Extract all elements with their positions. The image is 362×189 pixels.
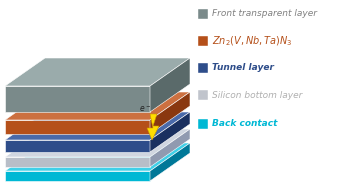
Polygon shape	[150, 92, 190, 134]
Polygon shape	[5, 171, 150, 181]
Polygon shape	[150, 143, 190, 181]
Polygon shape	[5, 129, 190, 157]
Polygon shape	[5, 140, 150, 152]
Text: $\mathit{Zn_2(V,Nb,Ta)N_3}$: $\mathit{Zn_2(V,Nb,Ta)N_3}$	[212, 34, 292, 48]
Polygon shape	[5, 92, 190, 120]
Polygon shape	[5, 157, 150, 167]
Text: Back contact: Back contact	[212, 119, 277, 129]
Polygon shape	[5, 112, 190, 140]
Polygon shape	[198, 63, 208, 73]
Polygon shape	[198, 119, 208, 129]
Polygon shape	[198, 36, 208, 46]
Text: $e^-$: $e^-$	[139, 104, 151, 114]
Polygon shape	[150, 112, 190, 152]
Text: Tunnel layer: Tunnel layer	[212, 64, 274, 73]
Polygon shape	[5, 120, 150, 134]
Polygon shape	[198, 90, 208, 100]
Polygon shape	[150, 129, 190, 167]
Text: Front transparent layer: Front transparent layer	[212, 9, 317, 19]
Text: Silicon bottom layer: Silicon bottom layer	[212, 91, 302, 99]
Polygon shape	[5, 58, 190, 86]
Polygon shape	[147, 114, 159, 140]
Polygon shape	[150, 58, 190, 112]
Polygon shape	[5, 143, 190, 171]
Polygon shape	[198, 9, 208, 19]
Polygon shape	[5, 86, 150, 112]
